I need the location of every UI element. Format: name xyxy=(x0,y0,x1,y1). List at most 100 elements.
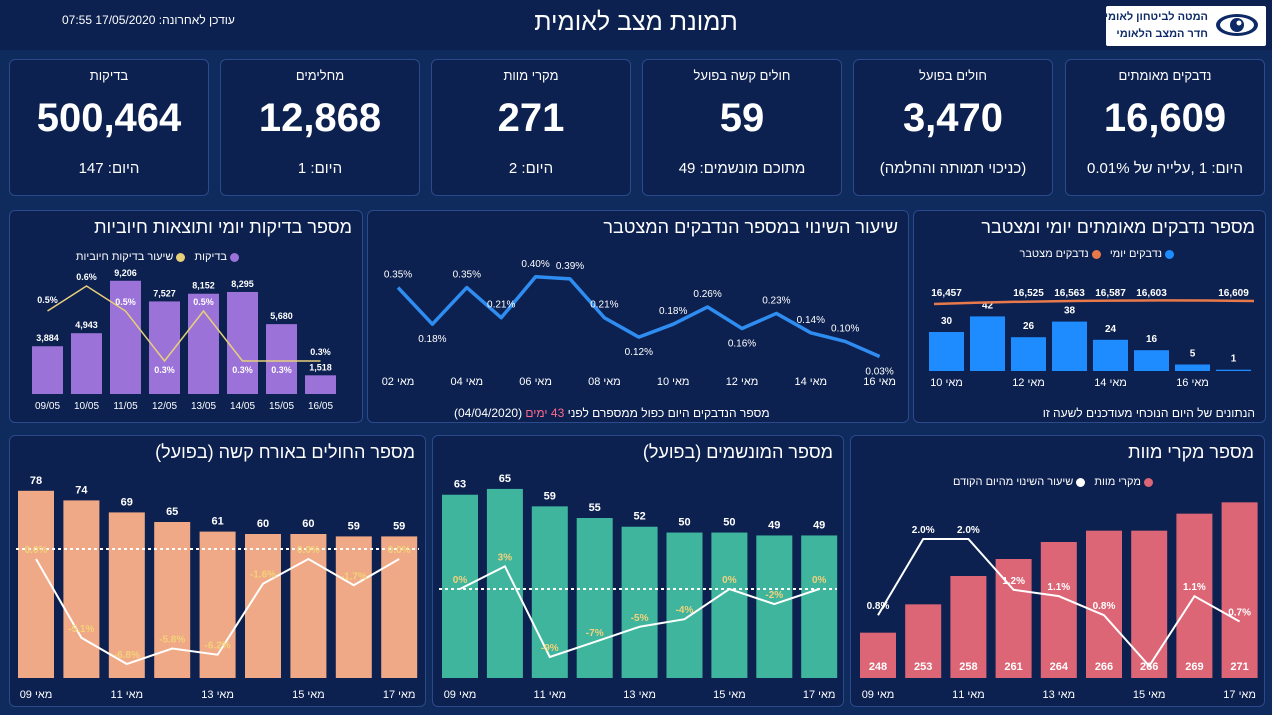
kpi-title: מחלימים xyxy=(295,68,345,83)
ventilated-bar xyxy=(576,518,613,678)
ventilated-bar xyxy=(756,535,793,678)
x-tick-label: 16 מאי xyxy=(863,376,896,388)
daily-cases-label: 16 xyxy=(1146,334,1158,345)
legend-label-change: שיעור השינוי מהיום הקודם xyxy=(952,476,1074,488)
ventilated-chart: 63 65 59 55 52 50 50 49 49 0% 3% -9% -7% -5% -4% 0% -2% 0… xyxy=(439,473,838,701)
change-rate-label: 0.21% xyxy=(590,300,618,311)
ventilated-change-line xyxy=(459,564,820,659)
deaths-change-label: 2.0% xyxy=(957,525,980,536)
kpi-tests: בדיקות 500,464 היום: 147 xyxy=(9,59,209,196)
daily-cases-label: 38 xyxy=(1064,306,1076,317)
legend-label-cumulative: נדבקים מצטבר xyxy=(1019,248,1089,260)
x-tick-label: 13 מאי xyxy=(1042,689,1075,701)
panel-title: מספר מקרי מוות xyxy=(1128,442,1254,462)
rate-label: 0.5% xyxy=(115,297,136,307)
panel-severe-patients: מספר החולים באורח קשה (בפועל) 78 74 69 65 61… xyxy=(9,435,426,707)
ventilated-bar xyxy=(486,488,523,678)
change-rate-line xyxy=(396,275,881,359)
ventilated-bar xyxy=(666,532,703,678)
deaths-value-label: 248 xyxy=(869,661,887,673)
daily-cases-label: 42 xyxy=(982,300,994,311)
kpi-value: 500,464 xyxy=(36,96,182,140)
rate-label: 0.5% xyxy=(37,295,58,305)
severe-value-label: 74 xyxy=(75,484,88,496)
change-rate-chart: 0.35% 0.18% 0.35% 0.21% 0.40% 0.39% 0.21% 0.12%… xyxy=(382,259,896,388)
deaths-value-label: 261 xyxy=(1004,661,1022,673)
doubling-note: מספר הנדבקים היום כפול ממספרם לפני 43 ימ… xyxy=(454,406,770,420)
ventilated-value-label: 49 xyxy=(813,519,825,531)
severe-change-label: -1.6% xyxy=(250,570,276,581)
x-tick-label: 15/05 xyxy=(269,401,294,412)
panel-title: מספר המונשמים (בפועל) xyxy=(642,442,833,462)
daily-cases-label: 1 xyxy=(1231,354,1237,365)
logo: המטה לביטחון לאומי חדר המצב הלאומי xyxy=(1105,6,1266,46)
deaths-bar xyxy=(860,632,896,678)
tests-bar xyxy=(32,346,63,394)
change-rate-label: 0.40% xyxy=(521,259,549,270)
change-rate-label: 0.12% xyxy=(625,347,653,358)
x-tick-label: 16/05 xyxy=(308,401,333,412)
deaths-bar xyxy=(1040,542,1077,678)
deaths-change-label: 2.0% xyxy=(912,525,935,536)
tests-value-label: 5,680 xyxy=(270,311,293,321)
x-tick-label: 15 מאי xyxy=(292,689,325,701)
change-rate-label: 0.21% xyxy=(487,300,515,311)
deaths-change-label: 0.7% xyxy=(1228,608,1251,619)
severe-value-label: 69 xyxy=(121,496,133,508)
cumulative-label: 16,603 xyxy=(1136,288,1167,299)
x-tick-label: 14 מאי xyxy=(794,376,827,388)
panel-title: מספר בדיקות יומי ותוצאות חיוביות xyxy=(94,217,352,237)
rate-label: 0.3% xyxy=(154,365,175,375)
legend-label-positive: שיעור בדיקות חיוביות xyxy=(75,251,174,263)
change-rate-label: 0.23% xyxy=(762,295,790,306)
tests-value-label: 4,943 xyxy=(75,320,98,330)
header-bar: עודכן לאחרונה: 17/05/2020 07:55 תמונת מצ… xyxy=(0,0,1272,50)
deaths-bar xyxy=(1221,502,1258,678)
x-tick-label: 09 מאי xyxy=(444,689,477,701)
change-rate-label: 0.14% xyxy=(797,315,825,326)
ventilated-value-label: 63 xyxy=(454,479,466,491)
x-tick-label: 06 מאי xyxy=(519,376,552,388)
legend-dot xyxy=(1144,477,1153,487)
x-tick-label: 14/05 xyxy=(230,401,255,412)
ventilated-change-label: -4% xyxy=(676,605,694,616)
panel-ventilated: מספר המונשמים (בפועל) 63 65 59 55 52 50 50 49 49… xyxy=(432,435,844,707)
kpi-value: 59 xyxy=(719,96,765,140)
kpi-subtext: (כניכוי תמותה והחלמה) xyxy=(879,160,1027,177)
x-tick-label: 13 מאי xyxy=(623,689,656,701)
ventilated-change-label: 0% xyxy=(453,575,468,586)
deaths-bar xyxy=(995,559,1032,678)
tests-value-label: 1,518 xyxy=(309,362,332,372)
kpi-title: בדיקות xyxy=(89,68,129,83)
kpi-value: 3,470 xyxy=(902,96,1004,140)
note-days: 43 ימים xyxy=(525,406,565,420)
cumulative-label: 16,457 xyxy=(931,288,962,299)
severe-bar xyxy=(245,534,281,678)
severe-change-label: -5.8% xyxy=(159,635,185,646)
deaths-value-label: 264 xyxy=(1050,661,1069,673)
change-rate-label: 0.18% xyxy=(418,334,446,345)
legend: נדבקים יומי נדבקים מצטבר xyxy=(1019,248,1177,260)
deaths-change-label: 1.1% xyxy=(1183,582,1206,593)
change-rate-label: 0.10% xyxy=(831,323,859,334)
legend: מקרי מוות שיעור השינוי מהיום הקודם xyxy=(953,476,1156,488)
daily-cases-bar xyxy=(1052,321,1087,371)
ventilated-bar xyxy=(621,526,658,678)
legend-dot xyxy=(1165,249,1174,259)
x-tick-label: 08 מאי xyxy=(588,376,621,388)
kpi-subtext: מתוכם מונשמים: 49 xyxy=(678,160,806,177)
kpi-deaths: מקרי מוות 271 היום: 2 xyxy=(431,59,631,196)
x-tick-label: 13/05 xyxy=(191,401,216,412)
severe-value-label: 59 xyxy=(393,520,405,532)
daily-cases-bar xyxy=(970,316,1005,371)
severe-bar xyxy=(63,500,100,678)
deaths-value-label: 269 xyxy=(1185,661,1203,673)
kpi-title: חולים קשה בפועל xyxy=(693,68,791,83)
x-tick-label: 09/05 xyxy=(35,401,60,412)
ventilated-change-label: -7% xyxy=(586,628,604,639)
legend-label-daily: נדבקים יומי xyxy=(1109,248,1162,260)
daily-cases-bar xyxy=(929,332,964,371)
severe-bar xyxy=(335,536,372,678)
note-date: (04/04/2020) xyxy=(454,406,523,420)
daily-cases-label: 26 xyxy=(1023,321,1035,332)
